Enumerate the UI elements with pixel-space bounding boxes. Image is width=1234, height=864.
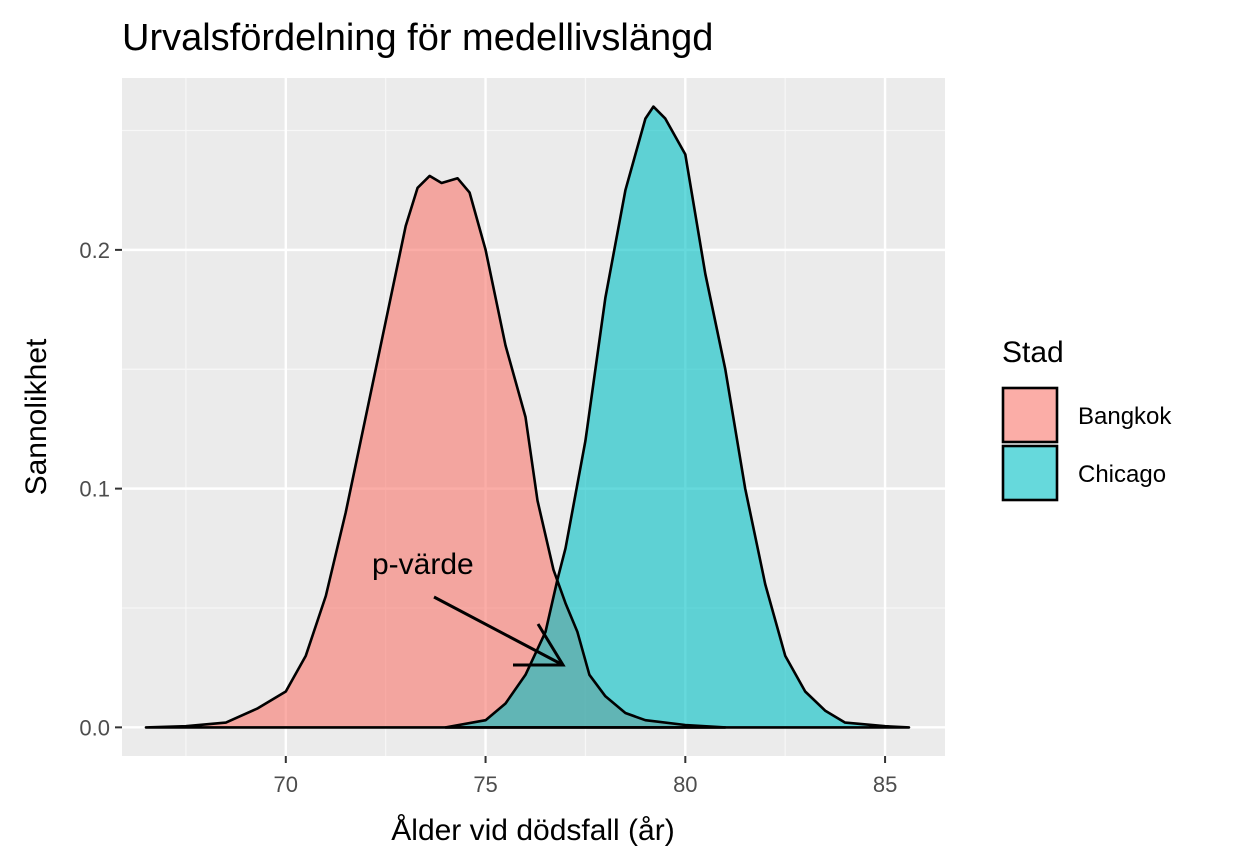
p-value-arrow bbox=[433, 595, 564, 667]
x-axis-title: Ålder vid dödsfall (år) bbox=[391, 814, 674, 847]
density-area-bangkok bbox=[146, 175, 726, 728]
density-areas bbox=[144, 105, 911, 729]
density-area-chicago bbox=[445, 106, 909, 728]
legend-title: Stad bbox=[1002, 336, 1064, 369]
x-tick-label: 80 bbox=[673, 772, 697, 797]
density-outline-bangkok bbox=[144, 174, 727, 729]
chart-title: Urvalsfördelning för medellivslängd bbox=[122, 17, 713, 59]
axis-ticks: 70 75 80 85 0.0 0.1 0.2 bbox=[79, 238, 897, 797]
legend-key-bangkok bbox=[1001, 386, 1059, 444]
y-tick-label: 0.0 bbox=[79, 715, 110, 740]
legend-label-bangkok: Bangkok bbox=[1078, 403, 1172, 430]
p-value-arrowhead bbox=[513, 623, 566, 667]
p-value-label: p-värde bbox=[372, 548, 474, 581]
y-tick-label: 0.1 bbox=[79, 477, 110, 502]
x-tick-label: 75 bbox=[473, 772, 497, 797]
legend-key-chicago bbox=[1001, 444, 1059, 502]
y-tick-label: 0.2 bbox=[79, 238, 110, 263]
x-tick-label: 70 bbox=[274, 772, 298, 797]
legend-label-chicago: Chicago bbox=[1078, 461, 1166, 488]
legend: Stad Bangkok Chicago bbox=[1001, 336, 1172, 502]
y-axis-title: Sannolikhet bbox=[20, 338, 53, 495]
p-value-annotation: p-värde bbox=[372, 548, 566, 667]
density-outline-chicago bbox=[444, 105, 911, 729]
x-tick-label: 85 bbox=[873, 772, 897, 797]
